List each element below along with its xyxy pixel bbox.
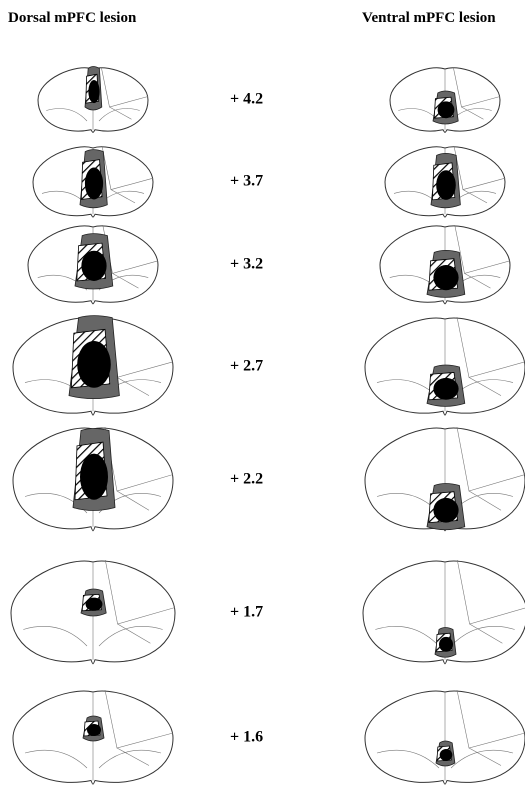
lesion-core [88,80,99,103]
section-row: + 1.7 [11,560,525,664]
lesion-core [438,101,455,118]
lesion-core [436,170,456,200]
lesion-core [440,749,453,761]
section-row: + 1.6 [13,690,525,784]
section-label: + 4.2 [230,91,263,108]
section-row: + 2.7 [13,316,525,416]
lesion-core [81,251,106,281]
sections: + 4.2 + 3.7 + 3.2 + 2.7 + 2.2 + 1.7 + 1.6 [11,67,525,785]
section-label: + 2.2 [230,471,263,488]
lesion-core [439,637,453,652]
section-label: + 3.2 [230,256,263,273]
section-label: + 1.7 [230,604,263,621]
section-label: + 2.7 [230,358,263,375]
section-label: + 1.6 [230,729,263,746]
lesion-core [433,498,458,523]
lesion-core [433,378,458,400]
section-row: + 3.7 [33,146,505,217]
lesion-core [77,341,111,388]
figure: Dorsal mPFC lesion Ventral mPFC lesion +… [0,0,525,789]
section-label: + 3.7 [230,173,263,190]
lesion-core [87,724,101,736]
lesion-core [433,265,458,290]
lesion-core [86,598,103,611]
section-row: + 4.2 [38,67,500,133]
column-header: Dorsal mPFC lesion [8,10,137,26]
lesion-core [85,168,103,200]
section-row: + 3.2 [28,225,510,304]
column-header: Ventral mPFC lesion [362,10,496,26]
section-row: + 2.2 [13,427,525,531]
lesion-core [80,454,108,500]
